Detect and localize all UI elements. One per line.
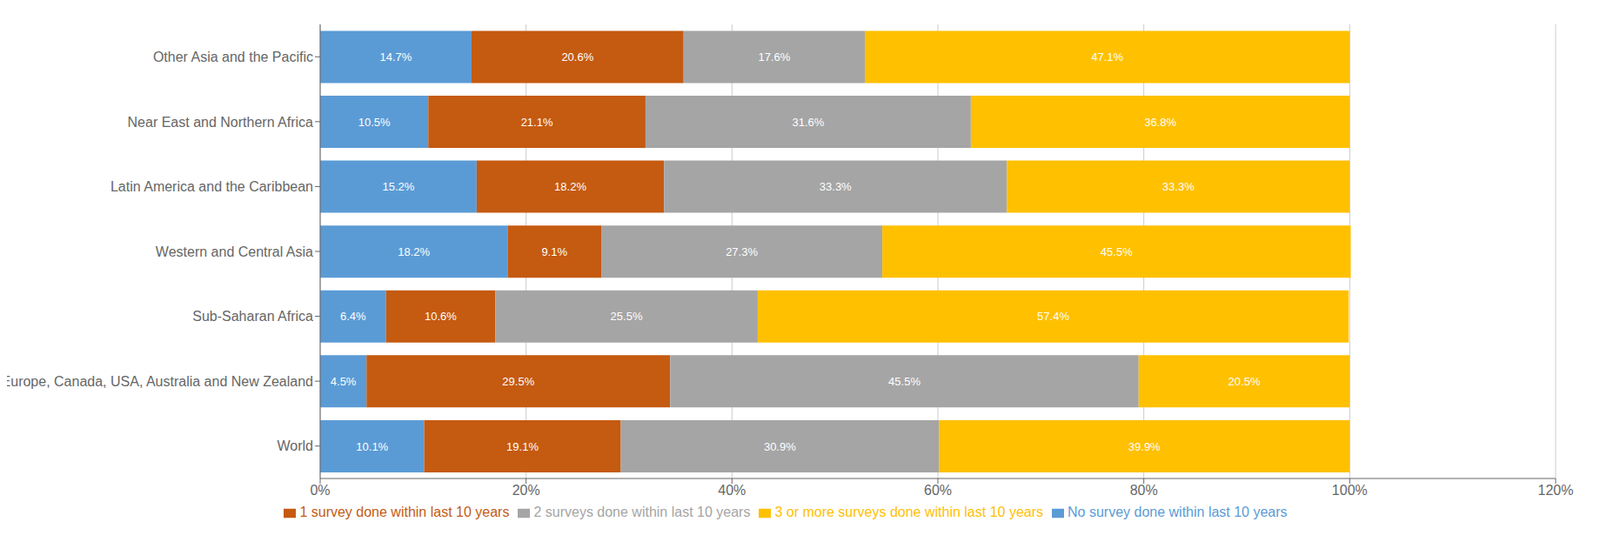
svg-text:0%: 0%	[309, 482, 330, 498]
svg-text:57.4%: 57.4%	[1037, 309, 1070, 323]
svg-text:18.2%: 18.2%	[554, 180, 587, 194]
svg-text:18.2%: 18.2%	[397, 245, 430, 259]
svg-text:4.5%: 4.5%	[330, 374, 357, 389]
svg-text:Sub-Saharan Africa: Sub-Saharan Africa	[192, 308, 314, 324]
svg-text:10.5%: 10.5%	[358, 115, 391, 129]
svg-text:45.5%: 45.5%	[888, 374, 921, 389]
svg-text:9.1%: 9.1%	[541, 245, 568, 259]
svg-text:27.3%: 27.3%	[725, 245, 758, 259]
svg-text:14.7%: 14.7%	[380, 50, 413, 64]
svg-text:80%: 80%	[1130, 482, 1159, 498]
svg-text:20.5%: 20.5%	[1228, 374, 1261, 389]
svg-text:Other Asia and the Pacific: Other Asia and the Pacific	[153, 49, 314, 65]
svg-text:6.4%: 6.4%	[340, 309, 367, 323]
html-text:2 surveys done within last 10: 2 surveys done within last 10 years	[533, 504, 751, 520]
svg-text:Western and Central Asia: Western and Central Asia	[155, 244, 314, 260]
svg-text:47.1%: 47.1%	[1091, 50, 1124, 64]
svg-text:Europe, Canada, USA, Australia: Europe, Canada, USA, Australia and New Z…	[6, 374, 314, 389]
svg-text:40%: 40%	[717, 482, 746, 498]
svg-text:Latin America and the Caribbea: Latin America and the Caribbean	[110, 179, 314, 195]
svg-text:30.9%: 30.9%	[763, 440, 797, 454]
svg-text:20.6%: 20.6%	[561, 50, 594, 64]
svg-text:25.5%: 25.5%	[610, 309, 643, 323]
svg-text:World: World	[277, 438, 315, 454]
svg-text:100%: 100%	[1332, 482, 1368, 498]
html-text:3 or more surveys done within: 3 or more surveys done within last 10 ye…	[774, 504, 1044, 520]
svg-text:39.9%: 39.9%	[1128, 440, 1161, 454]
svg-text:20%: 20%	[512, 482, 541, 498]
svg-text:10.6%: 10.6%	[424, 309, 457, 323]
svg-text:15.2%: 15.2%	[381, 180, 415, 194]
svg-text:29.5%: 29.5%	[502, 374, 535, 389]
svg-text:31.6%: 31.6%	[791, 115, 824, 129]
svg-text:45.5%: 45.5%	[1100, 245, 1133, 259]
svg-text:17.6%: 17.6%	[757, 50, 790, 64]
svg-text:19.1%: 19.1%	[506, 440, 539, 454]
html-text:No survey done within last 10: No survey done within last 10 years	[1067, 504, 1288, 520]
svg-text:36.8%: 36.8%	[1144, 115, 1177, 129]
svg-text:33.3%: 33.3%	[1162, 180, 1195, 194]
svg-text:60%: 60%	[923, 482, 952, 498]
svg-text:33.3%: 33.3%	[819, 180, 852, 194]
svg-text:120%: 120%	[1538, 482, 1574, 498]
svg-text:Near East and Northern Africa: Near East and Northern Africa	[127, 114, 315, 130]
svg-text:21.1%: 21.1%	[521, 115, 554, 129]
svg-text:10.1%: 10.1%	[355, 440, 389, 454]
html-text:1 survey done within last 10 y: 1 survey done within last 10 years	[299, 504, 510, 520]
